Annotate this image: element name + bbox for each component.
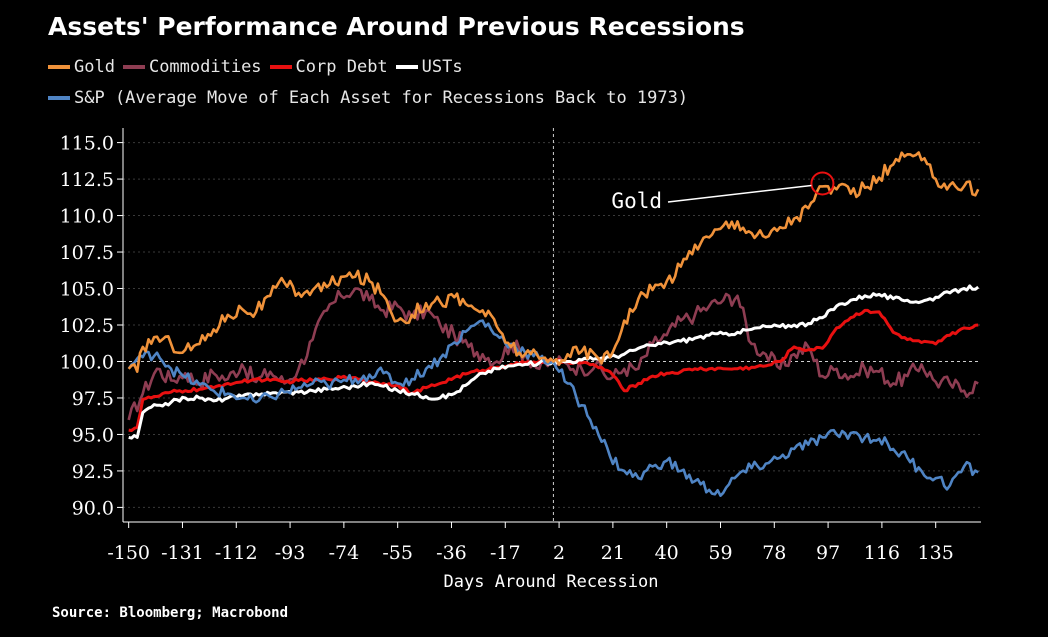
legend-label-gold: Gold: [74, 57, 115, 77]
y-tick-label: 100.0: [60, 351, 114, 373]
legend-row-2: S&P (Average Move of Each Asset for Rece…: [48, 88, 696, 108]
x-tick-label: 2: [553, 542, 565, 564]
grid-lines: [123, 128, 981, 522]
legend-item-usts: USTs: [395, 57, 463, 77]
y-tick-label: 97.5: [72, 388, 114, 410]
source-note: Source: Bloomberg; Macrobond: [52, 605, 289, 621]
x-tick-label: -131: [161, 542, 204, 564]
legend-item-commodities: Commodities: [122, 57, 262, 77]
legend-row-1: Gold Commodities Corp Debt USTs: [48, 57, 471, 77]
series-line-gold: [127, 151, 980, 374]
legend-swatch-usts: [395, 65, 418, 69]
legend-swatch-sp: [48, 96, 70, 100]
y-tick-label: 95.0: [72, 424, 114, 446]
x-tick-label: 116: [864, 542, 900, 564]
x-tick-label: -74: [329, 542, 360, 564]
y-tick-label: 112.5: [60, 169, 114, 191]
x-tick-label: 97: [816, 542, 840, 564]
legend-swatch-gold: [48, 65, 70, 69]
legend-item-sp: S&P (Average Move of Each Asset for Rece…: [48, 88, 688, 108]
legend-swatch-corp-debt: [269, 65, 292, 69]
x-tick-label: 40: [655, 542, 679, 564]
x-tick-label: -55: [382, 542, 413, 564]
annotation-label: Gold: [611, 189, 662, 213]
x-axis-label: Days Around Recession: [444, 572, 659, 592]
legend-label-commodities: Commodities: [148, 57, 262, 77]
x-tick-label: -112: [215, 542, 258, 564]
x-tick-label: -36: [436, 542, 467, 564]
legend-label-usts: USTs: [421, 57, 463, 77]
y-tick-label: 105.0: [60, 279, 114, 301]
legend-swatch-commodities: [122, 65, 145, 69]
x-tick-label: -150: [107, 542, 150, 564]
x-tick-label: 59: [708, 542, 732, 564]
legend-item-corp-debt: Corp Debt: [269, 57, 388, 77]
annotation: Gold: [611, 171, 835, 213]
x-tick-label: -17: [490, 542, 521, 564]
annotation-leader-line: [667, 184, 812, 203]
x-tick-label: -93: [275, 542, 306, 564]
y-tick-label: 90.0: [72, 497, 114, 519]
y-tick-label: 110.0: [60, 206, 114, 228]
y-tick-label: 107.5: [60, 242, 114, 264]
x-tick-label: 21: [601, 542, 625, 564]
legend-item-gold: Gold: [48, 57, 115, 77]
legend-label-corp-debt: Corp Debt: [295, 57, 388, 77]
y-tick-label: 115.0: [60, 133, 114, 155]
y-tick-label: 92.5: [72, 461, 114, 483]
x-tick-label: 135: [918, 542, 954, 564]
annotation-circle: [810, 171, 835, 196]
series-lines: [127, 151, 980, 498]
x-tick-label: 78: [762, 542, 786, 564]
chart-title: Assets' Performance Around Previous Rece…: [48, 12, 745, 41]
axes: 115.0 112.5 110.0 107.5 105.0 102.5 100.0 97.5 9…: [60, 128, 981, 564]
y-tick-label: 102.5: [60, 315, 114, 337]
legend-label-sp: S&P (Average Move of Each Asset for Rece…: [74, 88, 689, 108]
